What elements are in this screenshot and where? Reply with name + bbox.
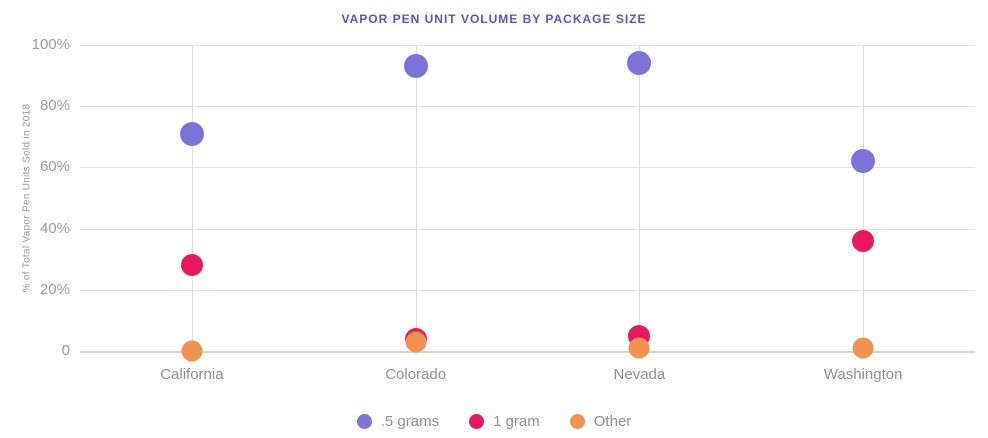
x-category-label: California xyxy=(160,366,224,383)
data-point[interactable] xyxy=(627,51,652,76)
y-tick-label: 80% xyxy=(39,97,70,115)
horizontal-gridline xyxy=(80,167,975,169)
legend-label: 1 gram xyxy=(493,413,540,430)
x-category-label: Colorado xyxy=(385,366,447,383)
data-point[interactable] xyxy=(403,54,428,79)
data-point[interactable] xyxy=(181,340,203,362)
chart-title: VAPOR PEN UNIT VOLUME BY PACKAGE SIZE xyxy=(341,12,647,26)
legend-item[interactable]: 1 gram xyxy=(469,413,540,430)
legend-swatch-icon xyxy=(569,414,585,429)
y-tick-label: 0 xyxy=(61,342,70,359)
horizontal-gridline xyxy=(80,45,975,46)
data-point[interactable] xyxy=(628,337,650,359)
y-axis-label: % of Total Vapor Pen Units Sold in 2018 xyxy=(21,103,33,293)
legend-item[interactable]: Other xyxy=(569,413,632,430)
legend-label: Other xyxy=(593,413,632,430)
plot-area xyxy=(80,45,975,362)
data-point[interactable] xyxy=(180,254,203,277)
vertical-gridline xyxy=(415,45,417,351)
data-point[interactable] xyxy=(405,331,427,353)
vertical-gridline xyxy=(863,45,865,351)
legend-label: .5 grams xyxy=(380,413,440,430)
y-tick-label: 60% xyxy=(39,158,70,176)
horizontal-gridline xyxy=(80,289,975,291)
data-point[interactable] xyxy=(851,149,876,174)
y-tick-label: 20% xyxy=(39,280,70,298)
data-point[interactable] xyxy=(852,229,875,252)
y-tick-label: 40% xyxy=(39,219,70,237)
horizontal-gridline xyxy=(80,106,975,108)
y-tick-label: 100% xyxy=(31,36,70,53)
vertical-gridline xyxy=(191,45,193,351)
vertical-gridline xyxy=(639,45,641,351)
x-category-label: Washington xyxy=(823,366,903,383)
legend-item[interactable]: .5 grams xyxy=(356,413,440,430)
data-point[interactable] xyxy=(852,337,874,359)
legend: .5 grams 1 gram Other xyxy=(0,413,988,430)
x-category-label: Nevada xyxy=(613,366,666,383)
horizontal-gridline xyxy=(80,228,975,230)
legend-swatch-icon xyxy=(356,414,372,429)
data-point[interactable] xyxy=(179,121,204,146)
legend-swatch-icon xyxy=(469,414,485,429)
